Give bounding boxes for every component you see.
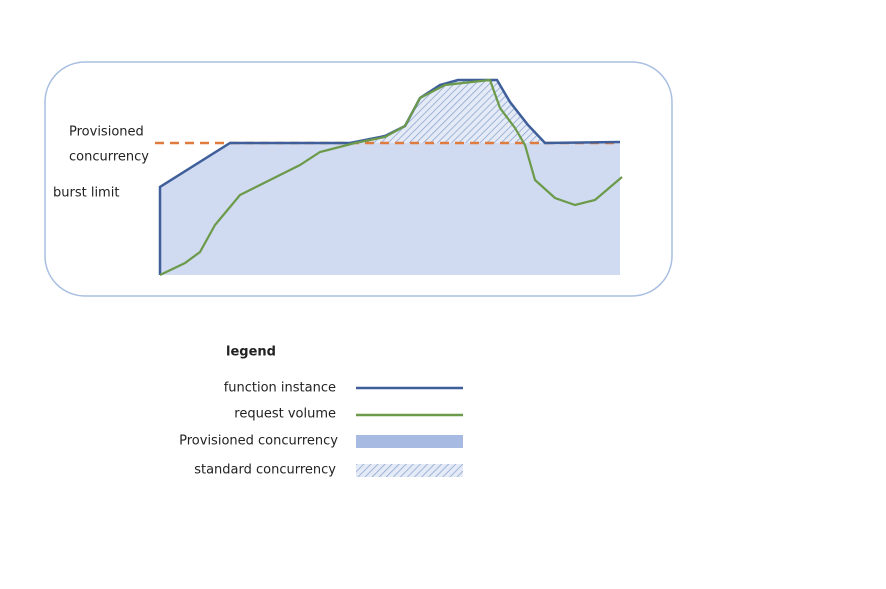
function-instance-line <box>158 78 621 275</box>
legend-label: function instance <box>224 381 336 396</box>
label: concurrency <box>69 150 149 165</box>
legend-label: Provisioned concurrency <box>179 434 338 449</box>
label: burst limit <box>53 186 119 201</box>
legend-label: standard concurrency <box>194 463 336 478</box>
standard-area <box>350 80 545 143</box>
label: Provisioned <box>69 125 144 140</box>
legend-label: request volume <box>234 407 336 422</box>
frame <box>44 61 673 297</box>
legend-swatch <box>356 435 463 448</box>
provisioned-area <box>160 143 620 275</box>
request-volume-line <box>159 78 623 276</box>
legend-title: legend <box>226 345 276 360</box>
legend-swatch <box>356 464 463 477</box>
